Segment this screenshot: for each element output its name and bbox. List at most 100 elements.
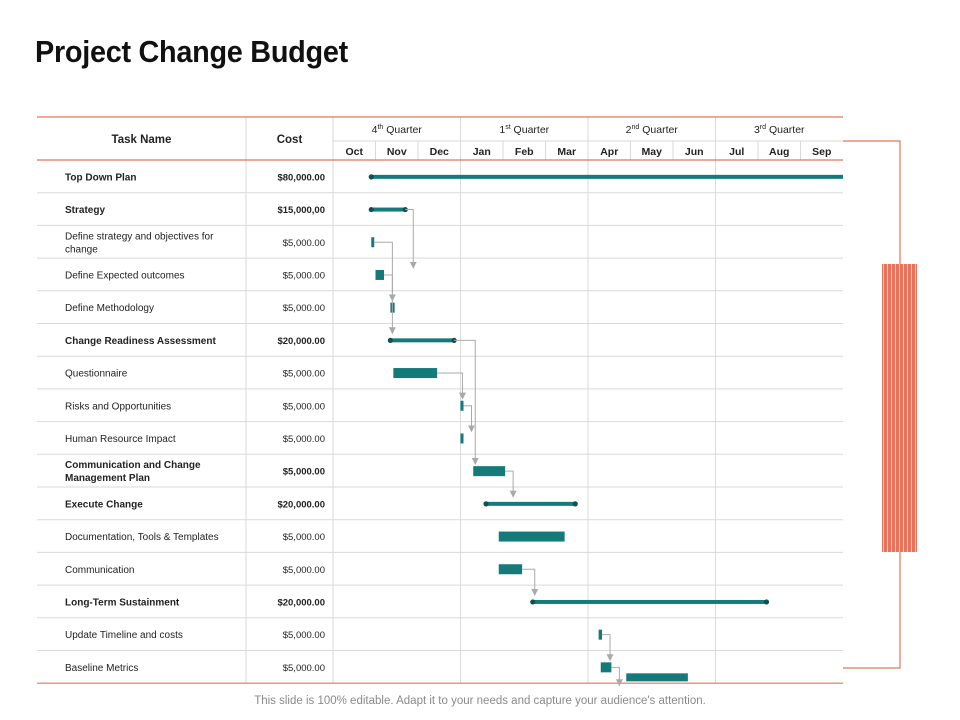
quarter-header: 2nd Quarter — [626, 124, 679, 136]
task-cost: $5,000.00 — [283, 303, 325, 314]
task-cost: $5,000.00 — [283, 532, 325, 543]
quarter-ordinal: 4 — [372, 124, 378, 136]
task-name: Define Methodology — [65, 303, 154, 314]
table-row: Questionnaire $5,000.00 — [65, 369, 325, 380]
table-row: Communication $5,000.00 — [65, 565, 325, 576]
side-decoration — [843, 140, 917, 669]
month-label-oct: Oct — [345, 146, 363, 158]
cost-header: Cost — [277, 134, 303, 146]
task-bar — [626, 673, 688, 682]
task-bar — [393, 368, 438, 379]
task-name: Change Readiness Assessment — [65, 336, 216, 347]
task-name: Communication — [65, 565, 134, 576]
quarter-ordinal: 1 — [499, 124, 505, 136]
month-label-aug: Aug — [769, 146, 789, 158]
table-header: Task Name Cost 4th Quarter 1st Quarter 2nd Q… — [112, 124, 832, 158]
dependency-arrow — [437, 372, 466, 400]
month-label-sep: Sep — [812, 146, 831, 158]
summary-bar — [390, 338, 455, 343]
month-label-jul: Jul — [729, 146, 744, 158]
task-cost: $5,000.00 — [283, 369, 325, 380]
task-cost: $20,000.00 — [277, 597, 325, 608]
task-cost: $20,000.00 — [277, 499, 325, 510]
table-row: Define strategy and objectives for change… — [65, 231, 325, 255]
month-label-mar: Mar — [557, 146, 576, 158]
bracket-top — [843, 140, 901, 264]
task-rows: Top Down Plan $80,000.00 Strategy $15,000,0… — [65, 172, 325, 673]
task-bar — [498, 564, 523, 575]
task-name: Baseline Metrics — [65, 663, 138, 674]
task-name: Execute Change — [65, 499, 143, 510]
dependency-arrow — [522, 568, 539, 596]
quarter-ordinal: 2 — [626, 124, 632, 136]
task-name: Risks and Opportunities — [65, 401, 171, 412]
task-name-line: Communication and Change — [65, 460, 201, 471]
summary-bar — [486, 501, 576, 506]
task-cost: $5,000.00 — [283, 663, 325, 674]
bar-start-dot — [368, 206, 374, 213]
month-label-apr: Apr — [600, 146, 618, 158]
task-bar — [600, 662, 612, 673]
task-name: Top Down Plan — [65, 172, 136, 183]
month-label-jan: Jan — [473, 146, 491, 158]
task-bar — [375, 269, 384, 280]
task-cost: $5,000.00 — [283, 565, 325, 576]
table-row: Define Expected outcomes $5,000.00 — [65, 270, 325, 281]
task-cost: $5,000.00 — [283, 630, 325, 641]
table-row: Long-Term Sustainment $20,000.00 — [65, 597, 325, 608]
month-label-feb: Feb — [515, 146, 534, 158]
quarter-header: 4th Quarter — [372, 124, 423, 136]
bar-start-dot — [483, 501, 489, 507]
dependency-arrow — [463, 405, 475, 433]
table-row: Strategy $15,000,00 — [65, 205, 325, 216]
table-row: Baseline Metrics $5,000.00 — [65, 663, 325, 674]
task-name-line: change — [65, 244, 98, 255]
table-row: Execute Change $20,000.00 — [65, 499, 325, 510]
task-cost: $80,000.00 — [277, 172, 325, 183]
month-label-jun: Jun — [685, 146, 704, 158]
dependency-arrows — [374, 209, 623, 687]
task-bar — [473, 466, 506, 477]
table-row: Communication and Change Management Plan $… — [65, 460, 325, 484]
month-label-may: May — [642, 146, 663, 158]
task-cost: $5,000.00 — [283, 238, 325, 249]
striped-panel — [882, 264, 917, 552]
table-row: Update Timeline and costs $5,000.00 — [65, 630, 325, 641]
task-name: Strategy — [65, 205, 105, 216]
task-bar — [371, 237, 375, 248]
task-cost: $5,000.00 — [283, 401, 325, 412]
month-label-dec: Dec — [430, 146, 449, 158]
table-row: Risks and Opportunities $5,000.00 — [65, 401, 325, 412]
bar-start-dot — [530, 599, 536, 605]
dependency-arrow — [384, 274, 396, 302]
task-name-header: Task Name — [112, 134, 172, 146]
dependency-arrow — [374, 241, 396, 335]
quarter-header: 3rd Quarter — [754, 124, 805, 136]
quarter-label: Quarter — [383, 124, 422, 136]
quarter-label: Quarter — [511, 124, 550, 136]
dependency-arrow — [611, 666, 623, 687]
dependency-arrow — [602, 634, 614, 662]
summary-bar — [532, 599, 767, 604]
table-row: Top Down Plan $80,000.00 — [65, 172, 325, 183]
bar-end-dot — [763, 599, 770, 605]
bar-start-dot — [387, 337, 393, 343]
task-name-line: Define strategy and objectives for — [65, 231, 214, 242]
dependency-arrow — [405, 209, 417, 269]
quarter-suffix: st — [505, 124, 511, 131]
task-bar — [460, 433, 464, 444]
task-name-line: Management Plan — [65, 473, 150, 484]
bracket-bottom — [843, 552, 901, 669]
quarter-ordinal: 3 — [754, 124, 760, 136]
bar-end-dot — [572, 501, 578, 507]
table-row: Define Methodology $5,000.00 — [65, 303, 325, 314]
quarter-label: Quarter — [766, 124, 805, 136]
task-name: Update Timeline and costs — [65, 630, 183, 641]
task-name: Questionnaire — [65, 369, 128, 380]
task-name: Long-Term Sustainment — [65, 597, 180, 608]
task-cost: $5,000.00 — [283, 467, 325, 478]
summary-bar — [371, 174, 843, 179]
page-title: Project Change Budget — [35, 34, 348, 69]
task-cost: $5,000.00 — [283, 434, 325, 445]
